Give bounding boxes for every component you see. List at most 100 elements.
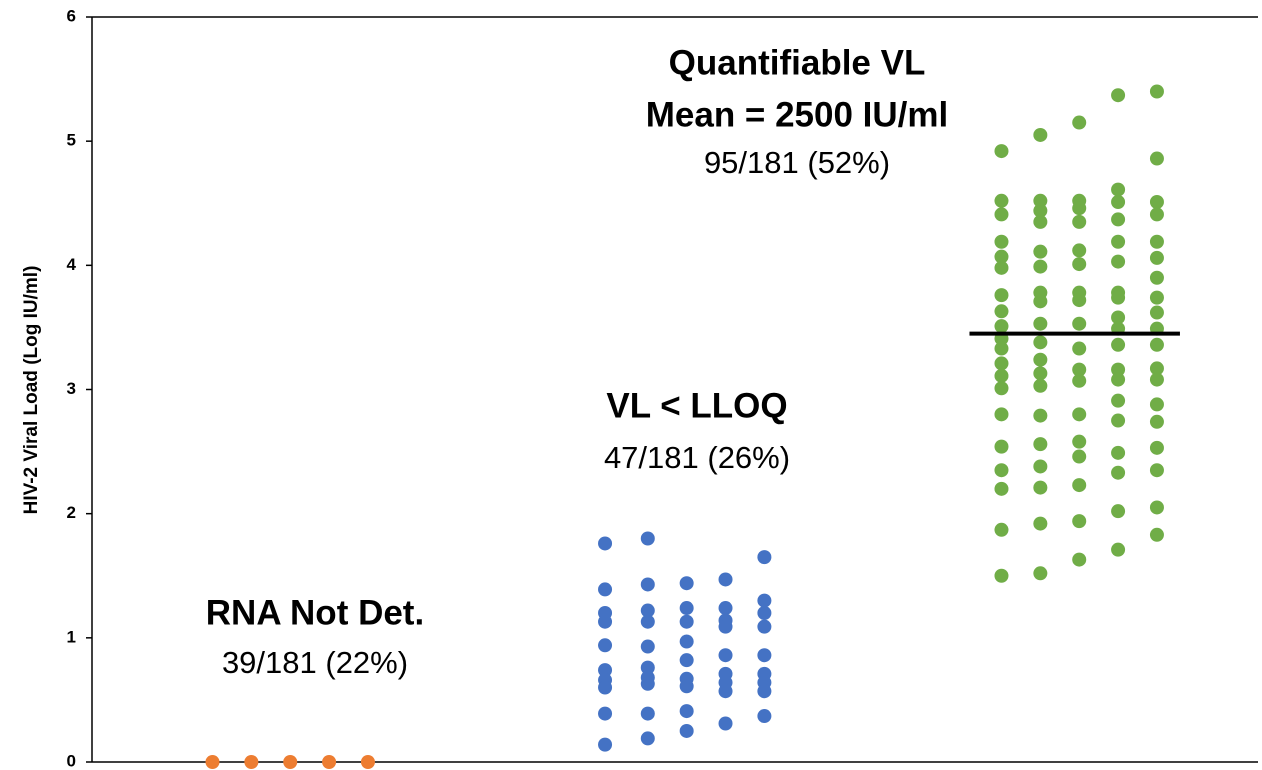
data-point	[757, 606, 772, 620]
data-point	[1072, 514, 1087, 529]
data-point	[640, 603, 655, 618]
data-point	[679, 704, 694, 719]
data-point	[1149, 207, 1164, 222]
data-point	[994, 193, 1009, 208]
data-point	[1149, 305, 1164, 320]
data-point	[718, 716, 733, 731]
data-point	[994, 341, 1009, 356]
data-point	[1149, 337, 1164, 352]
data-point	[1072, 552, 1087, 567]
data-point	[598, 680, 613, 695]
data-point	[1033, 203, 1048, 218]
data-point	[1149, 361, 1164, 376]
data-point	[322, 755, 337, 769]
data-point	[1111, 542, 1126, 557]
data-point	[598, 706, 613, 721]
data-point	[1149, 270, 1164, 285]
data-point	[598, 536, 613, 551]
data-point	[718, 648, 733, 663]
data-point	[640, 639, 655, 654]
data-point	[1033, 516, 1048, 531]
data-point	[757, 648, 772, 663]
data-point	[1149, 397, 1164, 412]
data-point	[994, 260, 1009, 275]
data-point	[1033, 566, 1048, 581]
data-point	[757, 593, 772, 608]
data-point	[283, 755, 298, 769]
data-point	[679, 723, 694, 738]
data-point	[1149, 500, 1164, 515]
data-point	[1111, 413, 1126, 428]
data-point	[1072, 341, 1087, 356]
data-point	[1072, 434, 1087, 449]
data-point	[679, 576, 694, 591]
data-point	[994, 568, 1009, 583]
data-point	[1072, 316, 1087, 331]
y-tick-label: 6	[67, 6, 76, 25]
data-point	[1072, 243, 1087, 258]
data-point	[1111, 372, 1126, 387]
data-point	[1111, 337, 1126, 352]
data-point	[1111, 393, 1126, 408]
data-point	[1149, 372, 1164, 387]
data-point	[718, 601, 733, 616]
data-point	[1149, 195, 1164, 210]
data-point	[1111, 195, 1126, 210]
annotation-count: 39/181 (22%)	[222, 645, 408, 680]
data-point	[718, 572, 733, 587]
data-point	[1033, 437, 1048, 452]
data-point	[994, 368, 1009, 383]
data-point	[994, 234, 1009, 249]
data-point	[994, 356, 1009, 371]
data-point	[1033, 366, 1048, 381]
data-point	[1149, 440, 1164, 455]
data-point	[640, 676, 655, 691]
data-point	[640, 531, 655, 546]
data-point	[1033, 259, 1048, 274]
data-point	[679, 614, 694, 629]
data-point	[1111, 212, 1126, 227]
data-point	[1149, 250, 1164, 265]
data-point	[994, 207, 1009, 222]
data-point	[994, 144, 1009, 159]
data-point	[1111, 234, 1126, 249]
data-point	[1072, 257, 1087, 272]
data-point	[1149, 151, 1164, 166]
data-point	[1149, 290, 1164, 305]
data-point	[640, 706, 655, 721]
data-point	[757, 684, 772, 699]
data-point	[1072, 373, 1087, 388]
annotation-heading: VL < LLOQ	[606, 386, 787, 425]
data-point	[1149, 527, 1164, 542]
data-point	[640, 577, 655, 592]
data-point	[757, 550, 772, 565]
data-point	[598, 638, 613, 653]
data-point	[1033, 294, 1048, 309]
data-point	[244, 755, 259, 769]
data-point	[757, 619, 772, 634]
data-point	[994, 522, 1009, 537]
annotation-heading: Mean = 2500 IU/ml	[646, 95, 949, 134]
data-point	[598, 663, 613, 678]
y-tick-label: 0	[67, 751, 76, 770]
data-point	[1033, 408, 1048, 423]
data-point	[360, 755, 375, 769]
data-point	[1033, 244, 1048, 259]
data-point	[1111, 254, 1126, 269]
y-tick-label: 4	[67, 255, 77, 274]
data-point	[718, 619, 733, 634]
data-point	[598, 737, 613, 752]
data-point	[994, 381, 1009, 396]
data-point	[1033, 214, 1048, 229]
data-point	[1072, 362, 1087, 377]
data-point	[994, 439, 1009, 454]
data-point	[1072, 115, 1087, 130]
data-point	[1111, 465, 1126, 480]
data-point	[1072, 449, 1087, 464]
data-point	[1072, 201, 1087, 216]
data-point	[1111, 310, 1126, 325]
data-point	[1033, 316, 1048, 331]
data-point	[640, 731, 655, 746]
data-point	[598, 614, 613, 629]
annotation-count: 47/181 (26%)	[604, 440, 790, 475]
